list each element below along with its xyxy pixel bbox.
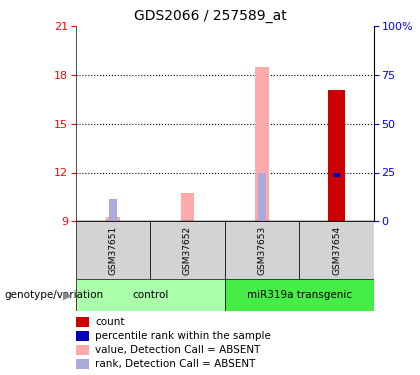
Text: GSM37651: GSM37651 [108,226,117,275]
Bar [109,200,117,221]
Text: ▶: ▶ [63,290,71,300]
Text: GSM37654: GSM37654 [332,226,341,275]
Text: count: count [95,317,124,327]
Bar [299,221,374,279]
Bar [76,317,89,327]
Bar [181,193,194,221]
Bar [76,359,89,369]
Text: percentile rank within the sample: percentile rank within the sample [95,331,271,341]
Bar [150,221,225,279]
Bar [255,67,269,221]
Text: rank, Detection Call = ABSENT: rank, Detection Call = ABSENT [95,359,255,369]
Bar [328,90,345,221]
Bar [225,279,374,311]
Bar [76,221,150,279]
Bar [258,172,266,221]
Bar [333,175,340,221]
Bar [76,331,89,341]
Bar [225,221,299,279]
Bar [333,173,340,177]
Bar [106,217,120,221]
Text: GSM37652: GSM37652 [183,226,192,275]
Text: control: control [132,290,168,300]
Bar [76,345,89,355]
Text: genotype/variation: genotype/variation [4,290,103,300]
Text: miR319a transgenic: miR319a transgenic [247,290,352,300]
Text: value, Detection Call = ABSENT: value, Detection Call = ABSENT [95,345,260,355]
Text: GSM37653: GSM37653 [257,226,266,275]
Bar [76,279,225,311]
Text: GDS2066 / 257589_at: GDS2066 / 257589_at [134,9,286,23]
